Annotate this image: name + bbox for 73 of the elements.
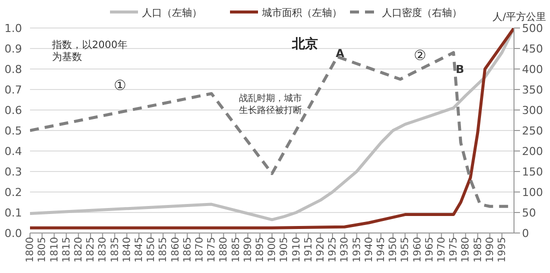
- y2-tick-label: 300: [522, 104, 543, 117]
- annotation: 战乱时期，城市生长路径被打断: [239, 93, 302, 116]
- y-tick-label: 0.3: [4, 165, 22, 178]
- y2-tick-label: 450: [522, 42, 543, 56]
- x-tick-label: 1805: [37, 237, 48, 262]
- x-tick-label: 1960: [412, 237, 424, 262]
- x-tick-label: 1930: [340, 237, 351, 262]
- y-tick-label: 0.0: [4, 226, 22, 240]
- x-tick-label: 1820: [74, 237, 84, 262]
- legend-label: 人口（左轴）: [142, 7, 202, 19]
- x-tick-label: 1840: [122, 237, 133, 262]
- x-tick-label: 1865: [182, 237, 194, 262]
- x-tick-label: 1965: [424, 237, 436, 262]
- x-tick-label: 1955: [400, 237, 412, 262]
- y2-tick-label: 250: [522, 124, 543, 138]
- x-tick-label: 1975: [448, 237, 460, 262]
- x-tick-label: 1800: [25, 237, 36, 262]
- x-tick-label: 1850: [146, 237, 158, 262]
- x-tick-label: 1905: [279, 237, 290, 262]
- y2-tick-label: 150: [522, 165, 543, 178]
- x-tick-label: 1880: [218, 237, 230, 262]
- x-tick-label: 1845: [134, 237, 145, 262]
- x-tick-label: 1860: [170, 237, 182, 262]
- x-tick-label: 1890: [242, 237, 254, 262]
- y2-tick-label: 500: [522, 22, 543, 35]
- x-tick-label: 1945: [376, 237, 387, 262]
- y-tick-label: 0.9: [4, 42, 22, 56]
- y-tick-label: 0.7: [4, 83, 22, 96]
- y2-axis-title: 人/平方公里: [492, 11, 546, 23]
- x-tick-label: 1875: [206, 237, 218, 262]
- x-tick-label: 1885: [230, 237, 242, 262]
- x-tick-label: 1950: [388, 237, 400, 262]
- x-tick-label: 1990: [484, 237, 496, 262]
- y-tick-label: 0.5: [4, 124, 22, 138]
- y-tick-label: 1.0: [4, 22, 22, 35]
- y-tick-label: 0.8: [4, 62, 22, 76]
- y-tick-label: 0.1: [4, 206, 22, 220]
- x-tick-label: 1810: [49, 237, 60, 262]
- y2-tick-label: 100: [522, 186, 543, 199]
- legend-label: 城市面积（左轴）: [261, 7, 342, 19]
- x-tick-label: 1870: [194, 237, 206, 262]
- x-tick-label: 1940: [364, 237, 375, 262]
- x-tick-label: 1980: [460, 237, 472, 262]
- y2-tick-label: 50: [522, 206, 536, 220]
- x-tick-label: 1970: [436, 237, 448, 262]
- legend-label: 人口密度（右轴）: [382, 7, 462, 19]
- y-tick-label: 0.4: [4, 144, 22, 158]
- text: 北京: [291, 36, 318, 52]
- x-tick-label: 1830: [98, 237, 109, 262]
- x-tick-label: 1910: [291, 237, 302, 262]
- annotation: B: [456, 63, 464, 76]
- y2-tick-label: 400: [522, 62, 543, 76]
- annotation: ①: [114, 78, 126, 94]
- x-tick-label: 1985: [472, 237, 484, 262]
- x-tick-label: 1915: [303, 237, 314, 262]
- x-tick-label: 1825: [86, 237, 97, 262]
- y-tick-label: 0.6: [4, 104, 22, 117]
- x-tick-label: 1995: [497, 237, 508, 262]
- y2-tick-label: 0: [522, 226, 529, 240]
- x-tick-label: 1925: [328, 237, 339, 262]
- x-tick-label: 1815: [61, 237, 72, 262]
- x-tick-label: 1855: [158, 237, 170, 262]
- annotation: 指数，以2000年为基数: [51, 39, 128, 63]
- y-tick-label: 0.2: [4, 186, 22, 199]
- x-tick-label: 1920: [316, 237, 326, 262]
- annotation: A: [336, 47, 345, 60]
- y2-tick-label: 200: [522, 144, 543, 158]
- x-tick-label: 1895: [255, 237, 266, 262]
- x-tick-label: 1900: [267, 237, 278, 262]
- x-tick-label: 1835: [110, 237, 121, 262]
- annotation: ②: [414, 48, 426, 64]
- y2-tick-label: 350: [522, 83, 543, 96]
- x-tick-label: 1935: [352, 237, 363, 262]
